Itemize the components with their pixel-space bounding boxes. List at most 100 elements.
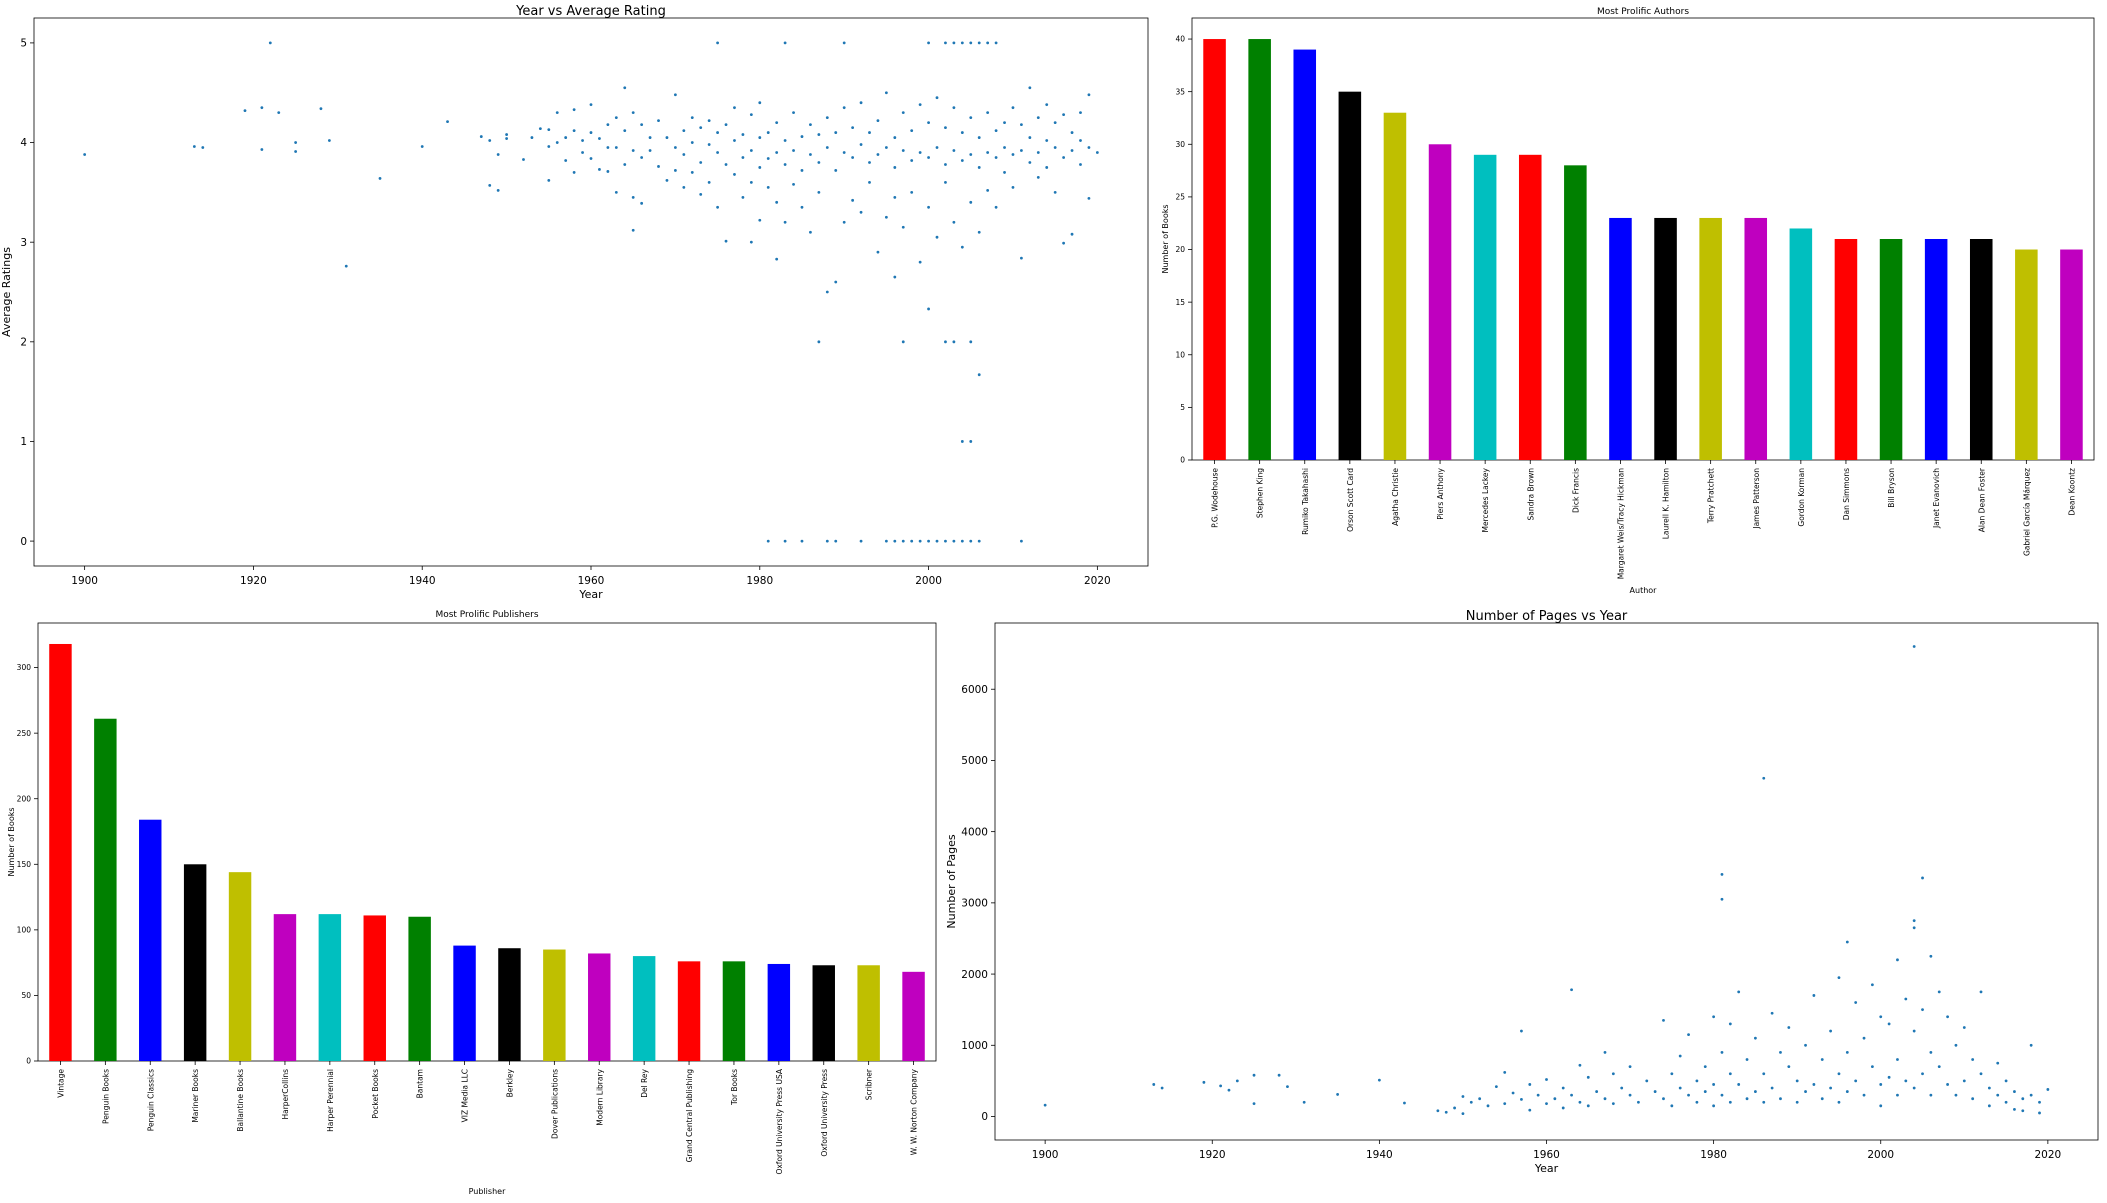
bar [453, 945, 476, 1061]
data-point [1252, 1102, 1256, 1106]
x-tick-label: Dover Publications [550, 1069, 559, 1139]
data-point [1779, 1097, 1782, 1101]
data-point [1820, 1097, 1824, 1101]
data-point [572, 108, 576, 112]
data-point [851, 198, 855, 202]
bar [1203, 39, 1226, 461]
data-point [1837, 1072, 1841, 1076]
x-tick-label: Mariner Books [191, 1069, 200, 1123]
data-point [1687, 1033, 1690, 1037]
x-tick-label: Pocket Books [371, 1069, 380, 1119]
data-point [564, 159, 568, 162]
x-tick-label: 1920 [240, 575, 267, 587]
data-point [825, 116, 829, 120]
data-point [1045, 139, 1049, 142]
data-point [2038, 1111, 2041, 1115]
data-point [851, 156, 855, 159]
data-point [901, 111, 905, 115]
data-point [1011, 153, 1015, 156]
x-tick-label: Penguin Books [101, 1069, 110, 1124]
data-point [1062, 241, 1066, 245]
data-point [1611, 1072, 1615, 1076]
data-point [572, 171, 576, 174]
data-point [1377, 1078, 1381, 1082]
bar-authors-chart: Most Prolific Authors 0 5 10 15 20 25 30 35 40 Num… [1161, 7, 2095, 595]
data-point [994, 205, 998, 209]
data-point [927, 156, 930, 159]
bar-publishers-chart: Most Prolific Publishers 0 50 100 150 200 250 3… [7, 610, 937, 1196]
data-point [640, 201, 644, 205]
data-point [977, 41, 981, 45]
x-tick-label: 2020 [1084, 575, 1111, 587]
data-point [1079, 139, 1082, 142]
data-point [901, 340, 905, 344]
data-point [589, 103, 593, 107]
data-point [977, 166, 981, 169]
data-point [775, 200, 779, 204]
data-point [969, 200, 973, 204]
bar [767, 963, 791, 1061]
data-point [800, 205, 804, 209]
data-point [1087, 93, 1091, 97]
y-tick-label: 4 [20, 137, 27, 149]
scatter-pages-year-chart: Number of Pages vs Year 0 1000 2000 3000 4000… [945, 609, 2099, 1175]
data-point [420, 145, 424, 148]
bar [722, 961, 746, 1061]
data-point [682, 129, 686, 132]
x-tick-label: James Patterson [1752, 468, 1761, 530]
data-point [918, 539, 922, 543]
data-point [1845, 1051, 1849, 1054]
data-point [522, 158, 525, 161]
data-point [960, 41, 964, 45]
chart-title: Number of Pages vs Year [1466, 609, 1628, 624]
data-point [1754, 1090, 1757, 1093]
data-point [1620, 1086, 1624, 1090]
y-tick-label: 5 [1180, 403, 1185, 412]
data-point [969, 440, 973, 443]
data-point [893, 539, 897, 543]
data-point [268, 41, 272, 45]
bar [49, 643, 72, 1061]
y-tick-label: 3000 [961, 898, 988, 910]
x-tick-label: Bantam [416, 1069, 425, 1098]
data-point [1862, 1093, 1866, 1097]
data-point [1494, 1085, 1498, 1088]
data-point [1528, 1108, 1532, 1112]
data-point [918, 151, 922, 154]
x-tick-label: Laurell K. Hamilton [1662, 468, 1671, 540]
data-point [927, 41, 930, 45]
data-point [960, 159, 964, 162]
data-point [977, 373, 981, 377]
data-point [969, 539, 973, 543]
data-point [1845, 1090, 1849, 1093]
data-point [1478, 1097, 1482, 1101]
bar-publishers-panel: Most Prolific Publishers 0 50 100 150 200 250 3… [0, 600, 945, 1203]
data-point [800, 169, 804, 172]
data-point [673, 146, 677, 149]
data-point [1728, 1022, 1732, 1026]
data-point [935, 235, 939, 239]
data-point [809, 153, 812, 156]
data-point [1829, 1086, 1833, 1090]
data-point [1879, 1083, 1883, 1086]
x-tick-label: Oxford University Press USA [775, 1068, 784, 1174]
data-point [1511, 1091, 1515, 1095]
data-point [1987, 1086, 1991, 1090]
data-point [893, 136, 897, 139]
data-point [1820, 1058, 1824, 1061]
bar [1969, 239, 1993, 460]
data-point [910, 159, 914, 162]
data-point [834, 131, 838, 134]
data-point [969, 116, 973, 120]
bar [273, 914, 297, 1061]
data-point [952, 340, 956, 344]
bar [498, 948, 521, 1061]
data-point [2004, 1079, 2008, 1083]
bar [1834, 239, 1858, 460]
data-point [1929, 1093, 1933, 1097]
data-point [83, 153, 87, 156]
data-point [851, 126, 855, 129]
data-point [1962, 1026, 1966, 1029]
data-point [690, 116, 694, 120]
data-point [910, 129, 914, 132]
